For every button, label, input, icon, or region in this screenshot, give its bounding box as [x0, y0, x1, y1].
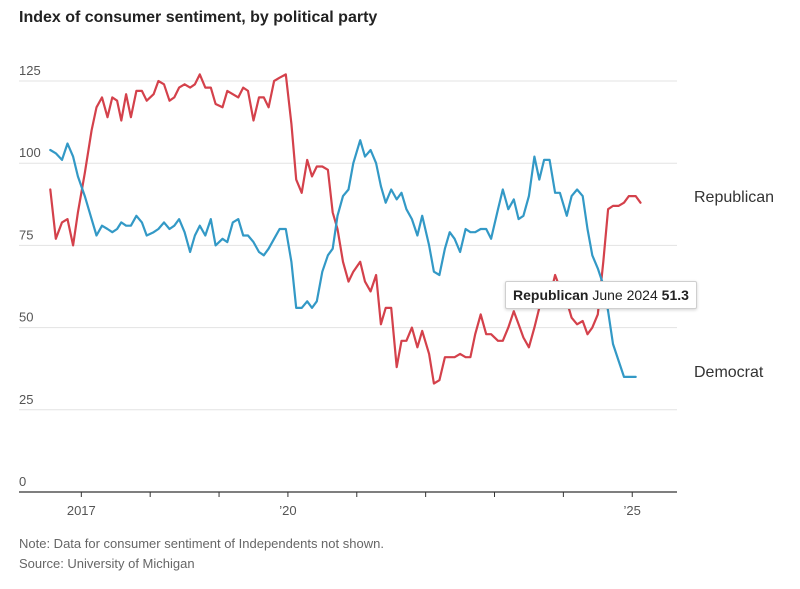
- series-label-democrat: Democrat: [694, 364, 764, 381]
- series-labels: Republican Democrat: [694, 189, 774, 381]
- data-tooltip: Republican June 2024 51.3: [505, 281, 697, 309]
- y-tick-label: 25: [19, 392, 33, 407]
- series-lines: [49, 73, 642, 385]
- series-line-democrat: [49, 139, 637, 378]
- y-axis-ticks: 0 25 50 75 100 125: [19, 63, 41, 489]
- gridlines: [19, 80, 677, 493]
- y-tick-label: 125: [19, 63, 41, 78]
- y-tick-label: 0: [19, 474, 26, 489]
- chart-note: Note: Data for consumer sentiment of Ind…: [19, 536, 384, 551]
- x-tick-label: 2017: [67, 503, 96, 518]
- x-axis: 2017 ’20 ’25: [67, 492, 641, 518]
- y-tick-label: 75: [19, 227, 33, 242]
- chart-source: Source: University of Michigan: [19, 556, 195, 571]
- x-tick-label: ’25: [624, 503, 641, 518]
- tooltip-series: Republican: [513, 287, 589, 303]
- chart-title: Index of consumer sentiment, by politica…: [19, 9, 378, 26]
- series-label-republican: Republican: [694, 189, 774, 206]
- tooltip-date: June 2024: [592, 287, 658, 303]
- series-line-republican: [49, 73, 642, 385]
- tooltip-value: 51.3: [661, 287, 689, 303]
- x-tick-label: ’20: [279, 503, 296, 518]
- y-tick-label: 100: [19, 145, 41, 160]
- y-tick-label: 50: [19, 310, 33, 325]
